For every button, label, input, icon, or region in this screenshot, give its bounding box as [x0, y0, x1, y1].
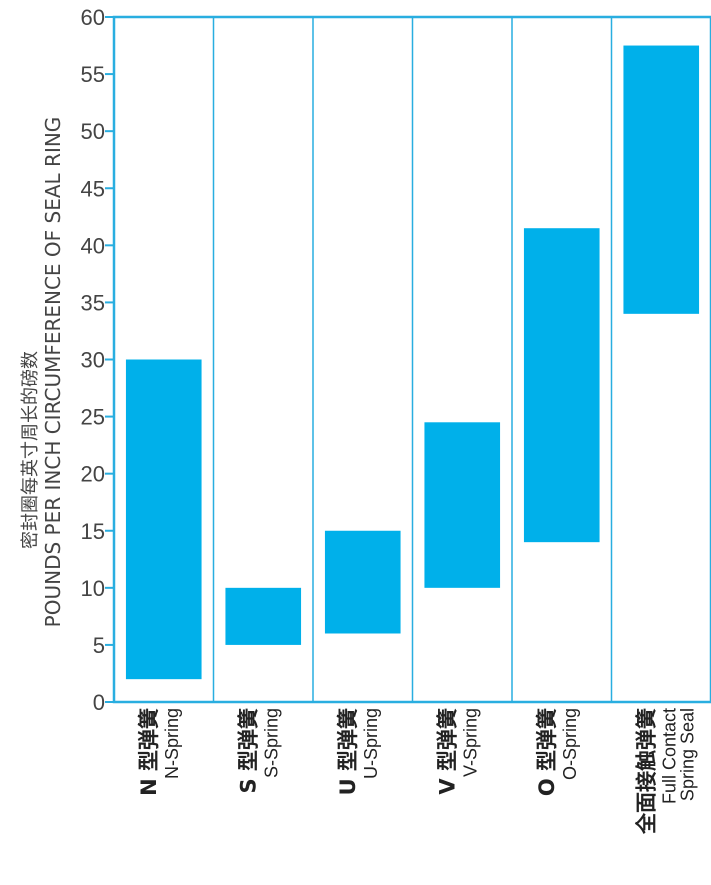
- category-label-en: N-Spring: [162, 708, 182, 779]
- y-axis-title: 密封圈每英寸周长的磅数 POUNDS PER INCH CIRCUMFERENC…: [20, 117, 65, 628]
- category-label-cn: O 型弹簧: [535, 708, 559, 796]
- y-tick-label: 10: [81, 576, 105, 601]
- bar-1: [125, 359, 202, 680]
- category-label-en: V-Spring: [460, 708, 480, 777]
- bar-group: [125, 45, 700, 680]
- y-tick-label: 60: [81, 5, 105, 30]
- category-label-cn: V 型弹簧: [435, 708, 459, 795]
- y-tick-label: 5: [93, 633, 105, 658]
- category-label-en: Spring Seal: [677, 708, 697, 801]
- category-label-en: S-Spring: [261, 708, 281, 778]
- y-tick-label: 35: [81, 290, 105, 315]
- category-label-cn: S 型弹簧: [236, 708, 260, 793]
- y-tick-label: 20: [81, 462, 105, 487]
- y-axis-title-en: POUNDS PER INCH CIRCUMFERENCE OF SEAL RI…: [41, 117, 65, 628]
- y-tick-labels: 0 5 10 15 20 25 30 35 40 45 50 55 60: [81, 5, 114, 715]
- y-axis-title-cn: 密封圈每英寸周长的磅数: [20, 351, 41, 549]
- category-label-en: O-Spring: [560, 708, 580, 780]
- y-tick-label: 50: [81, 119, 105, 144]
- category-label-cn: N 型弹簧: [137, 708, 161, 796]
- plot-frame: [112, 15, 711, 704]
- y-tick-label: 45: [81, 176, 105, 201]
- bar-2: [225, 587, 302, 645]
- y-tick-label: 40: [81, 233, 105, 258]
- bar-3: [324, 530, 401, 634]
- category-labels: N 型弹簧 N-Spring S 型弹簧 S-Spring U 型弹簧 U-Spring V…: [137, 708, 698, 835]
- y-tick-label: 30: [81, 348, 105, 373]
- bar-4: [424, 422, 501, 588]
- category-label-cn: 全面接触弹簧: [634, 708, 658, 835]
- y-tick-label: 55: [81, 62, 105, 87]
- y-tick-label: 25: [81, 405, 105, 430]
- bar-5: [523, 228, 600, 543]
- y-tick-label: 15: [81, 519, 105, 544]
- category-label-cn: U 型弹簧: [336, 708, 360, 795]
- category-label-en: U-Spring: [361, 708, 381, 779]
- category-label-en: Full Contact: [659, 708, 679, 804]
- bar-6: [623, 45, 700, 314]
- y-tick-label: 0: [93, 690, 105, 715]
